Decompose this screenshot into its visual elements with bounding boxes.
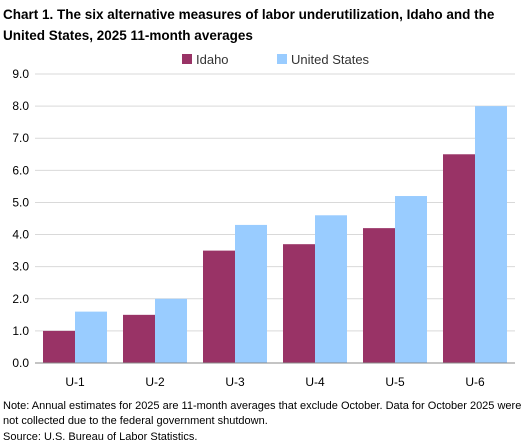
legend-swatch-united-states — [277, 54, 287, 64]
bar-idaho-u-4 — [283, 244, 315, 363]
bar-united-states-u-2 — [155, 298, 187, 363]
gridlines — [35, 73, 515, 332]
y-tick-label: 6.0 — [12, 163, 29, 177]
bar-united-states-u-3 — [235, 224, 267, 363]
bars — [43, 106, 507, 363]
y-tick-label: 0.0 — [12, 356, 29, 370]
y-tick-label: 4.0 — [12, 228, 29, 242]
chart-title: Chart 1. The six alternative measures of… — [3, 7, 495, 43]
y-tick-label: 7.0 — [12, 131, 29, 145]
x-tick-label: U-3 — [225, 375, 245, 389]
bar-idaho-u-5 — [363, 228, 395, 363]
x-axis-ticks: U-1 U-2 U-3 U-4 U-5 U-6 — [65, 375, 485, 389]
chart-source: Source: U.S. Bureau of Labor Statistics. — [3, 431, 198, 443]
legend-swatch-idaho — [182, 54, 192, 64]
x-tick-label: U-6 — [465, 375, 485, 389]
legend: Idaho United States — [182, 52, 370, 67]
bar-idaho-u-1 — [43, 330, 75, 363]
chart-note: Note: Annual estimates for 2025 are 11-m… — [3, 400, 522, 427]
x-tick-label: U-4 — [305, 375, 325, 389]
y-tick-label: 2.0 — [12, 292, 29, 306]
y-axis-ticks: 0.0 1.0 2.0 3.0 4.0 5.0 6.0 7.0 8.0 9.0 — [12, 67, 29, 370]
y-tick-label: 1.0 — [12, 324, 29, 338]
bar-united-states-u-6 — [475, 106, 507, 363]
x-tick-label: U-2 — [145, 375, 165, 389]
bar-idaho-u-6 — [443, 154, 475, 363]
bar-united-states-u-4 — [315, 215, 347, 363]
legend-label: Idaho — [196, 52, 229, 67]
x-tick-label: U-5 — [385, 375, 405, 389]
bar-idaho-u-2 — [123, 314, 155, 363]
y-tick-label: 3.0 — [12, 260, 29, 274]
y-tick-label: 5.0 — [12, 195, 29, 209]
bar-united-states-u-5 — [395, 196, 427, 363]
bar-united-states-u-1 — [75, 311, 107, 363]
y-tick-label: 8.0 — [12, 99, 29, 113]
legend-label: United States — [291, 52, 370, 67]
y-tick-label: 9.0 — [12, 67, 29, 81]
bar-idaho-u-3 — [203, 250, 235, 363]
x-tick-label: U-1 — [65, 375, 85, 389]
